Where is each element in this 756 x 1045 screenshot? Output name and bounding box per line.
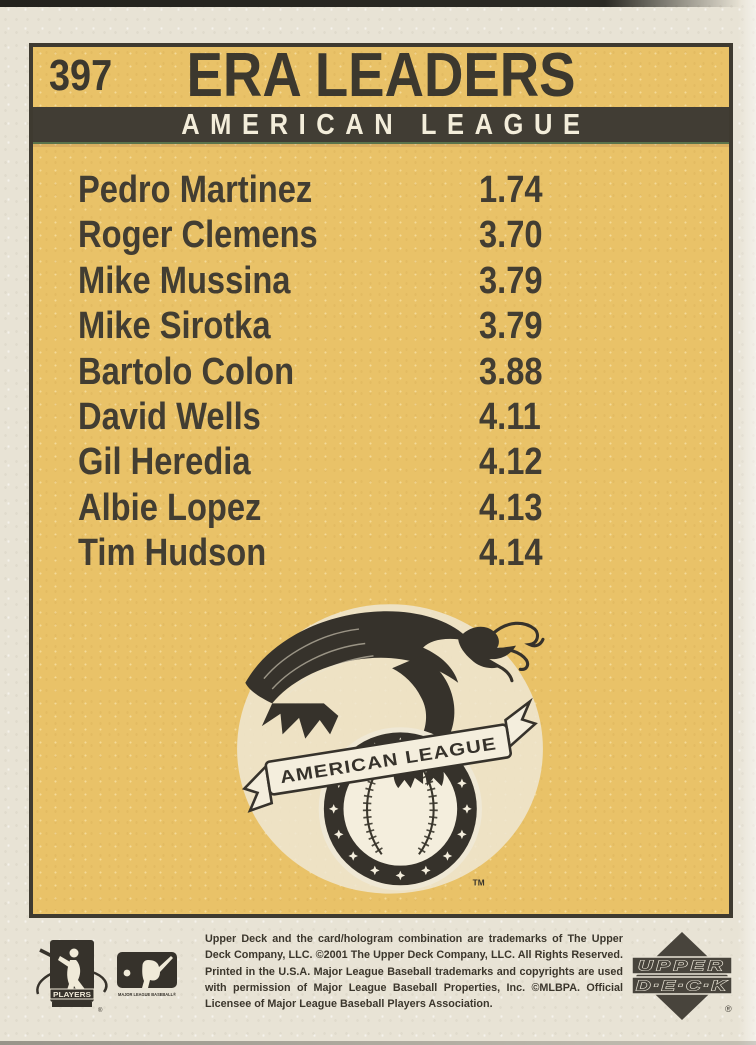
player-era-value: 1.74: [479, 169, 543, 211]
league-band-label: AMERICAN LEAGUE: [181, 109, 591, 141]
table-row: Mike Mussina 3.79: [33, 258, 729, 303]
player-era-value: 4.11: [479, 395, 541, 438]
players-label: PLAYERS: [53, 992, 91, 999]
player-era-value: 4.14: [479, 532, 543, 575]
card-header: 397 ERA LEADERS: [33, 41, 729, 110]
scan-bottom-edge: [0, 1041, 756, 1045]
american-league-logo: AMERICAN LEAGUE TM: [235, 602, 545, 902]
player-era-value: 3.70: [479, 214, 543, 257]
player-era-value: 4.13: [479, 486, 543, 529]
mlbpa-players-logo: PLAYERS ®: [34, 934, 112, 1023]
card-title: ERA LEADERS: [186, 41, 576, 110]
card-back: 397 ERA LEADERS AMERICAN LEAGUE Pedro Ma…: [29, 43, 733, 918]
upper-deck-word-deck: D·E·C·K: [636, 979, 728, 995]
mlb-logo: MAJOR LEAGUE BASEBALL®: [116, 951, 180, 1004]
table-row: David Wells 4.11: [33, 394, 729, 439]
mlb-caption: MAJOR LEAGUE BASEBALL®: [118, 991, 177, 997]
mlbpa-players-icon: PLAYERS ®: [36, 940, 108, 1014]
upper-deck-word-upper: UPPER: [638, 959, 726, 975]
table-row: Pedro Martinez 1.74: [33, 167, 729, 212]
league-band: AMERICAN LEAGUE: [33, 107, 729, 144]
american-league-eagle-icon: AMERICAN LEAGUE TM: [237, 604, 545, 894]
table-row: Tim Hudson 4.14: [33, 530, 729, 575]
player-name: Pedro Martinez: [78, 169, 313, 211]
upper-deck-logo: UPPER D·E·C·K ®: [622, 928, 742, 1029]
player-era-value: 3.79: [479, 259, 543, 302]
player-era-value: 3.88: [479, 350, 543, 393]
era-leaders-list: Pedro Martinez 1.74 Roger Clemens 3.70 M…: [33, 144, 729, 576]
registered-mark: ®: [725, 1004, 732, 1014]
player-name: Bartolo Colon: [78, 350, 295, 393]
player-name: David Wells: [78, 395, 261, 438]
upper-deck-diamond-icon: UPPER D·E·C·K ®: [631, 932, 733, 1020]
player-name: Roger Clemens: [78, 214, 318, 257]
table-row: Roger Clemens 3.70: [33, 212, 729, 257]
scan-top-edge: [0, 0, 756, 7]
player-name: Mike Sirotka: [78, 305, 271, 348]
player-name: Tim Hudson: [78, 532, 267, 575]
scan-right-light-edge: [738, 0, 756, 1045]
table-row: Albie Lopez 4.13: [33, 485, 729, 530]
table-row: Gil Heredia 4.12: [33, 439, 729, 484]
registered-mark: ®: [98, 1007, 103, 1014]
table-row: Bartolo Colon 3.88: [33, 349, 729, 394]
player-name: Albie Lopez: [78, 486, 262, 529]
table-row: Mike Sirotka 3.79: [33, 303, 729, 348]
card-number: 397: [49, 51, 113, 100]
trademark-mark: TM: [473, 878, 485, 887]
player-era-value: 3.79: [479, 305, 543, 348]
legal-text: Upper Deck and the card/hologram combina…: [205, 933, 623, 1011]
player-era-value: 4.12: [479, 441, 543, 484]
player-name: Gil Heredia: [78, 441, 251, 484]
player-name: Mike Mussina: [78, 259, 291, 302]
mlb-batter-icon: MAJOR LEAGUE BASEBALL®: [117, 952, 177, 997]
